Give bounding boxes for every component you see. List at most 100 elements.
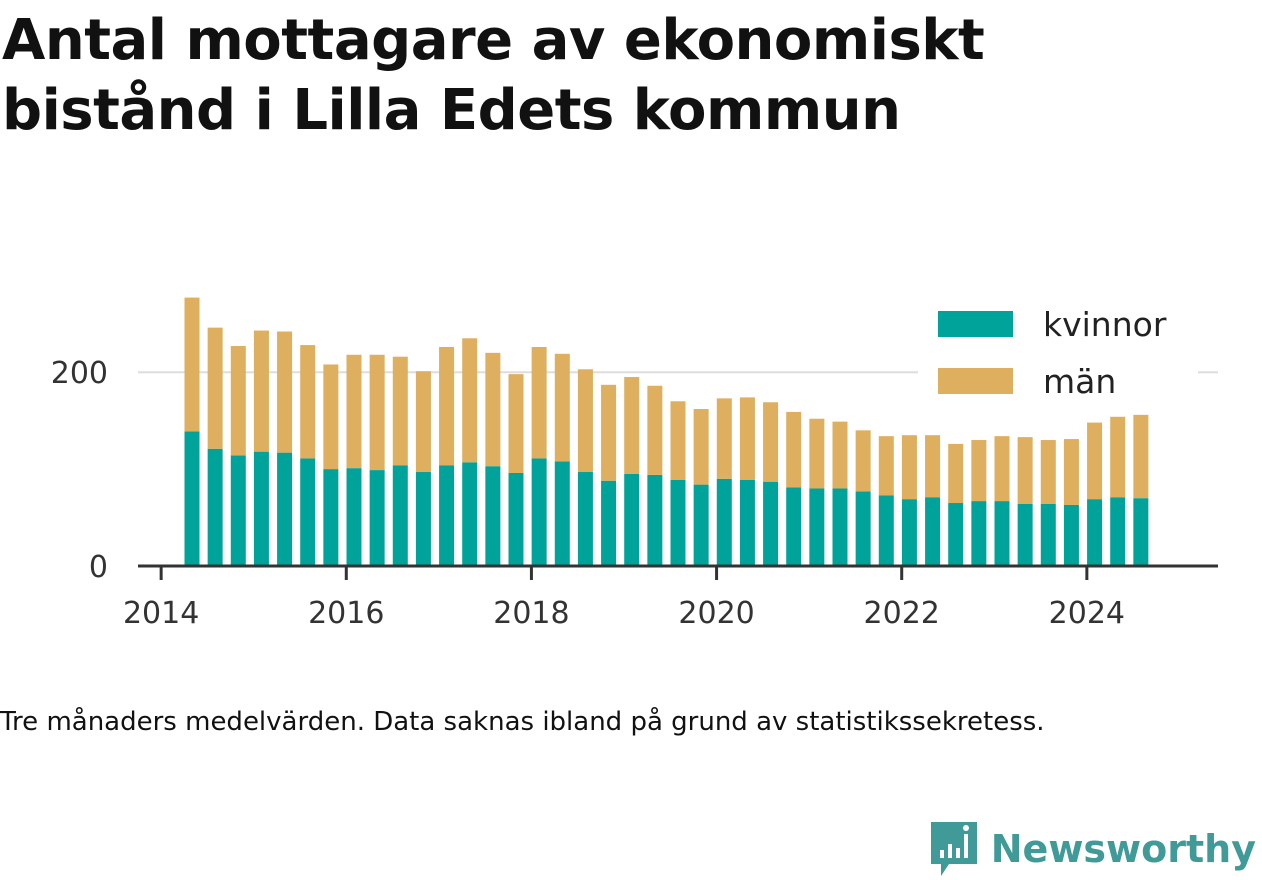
bar-kvinnor-2014-05 — [184, 431, 200, 566]
bar-man-2024-05 — [1110, 416, 1126, 498]
bars — [184, 297, 1149, 566]
bar-man-2022-05 — [925, 435, 941, 498]
bar-man-2014-11 — [230, 346, 246, 456]
bar-kvinnor-2019-02 — [624, 473, 640, 566]
bar-man-2022-02 — [901, 435, 917, 500]
bar-kvinnor-2016-08 — [392, 465, 408, 566]
bar-kvinnor-2023-11 — [1063, 504, 1079, 566]
x-tick-label: 2018 — [493, 596, 569, 631]
bar-kvinnor-2015-02 — [253, 451, 269, 566]
bar-man-2019-08 — [670, 401, 686, 480]
legend-label: män — [1043, 362, 1116, 401]
bar-kvinnor-2019-11 — [693, 484, 709, 566]
stacked-bar-chart: 0 200 2014 2016 2018 2020 2022 2024 kvinnor män — [51, 296, 1218, 631]
bar-kvinnor-2021-08 — [855, 491, 871, 566]
bar-kvinnor-2022-08 — [948, 503, 964, 566]
bar-man-2015-05 — [277, 331, 293, 453]
bar-man-2021-02 — [809, 418, 825, 489]
bar-man-2021-11 — [878, 436, 894, 496]
bar-kvinnor-2020-05 — [739, 479, 755, 566]
y-tick-label: 200 — [51, 356, 108, 391]
bar-kvinnor-2021-05 — [832, 488, 848, 566]
bar-man-2024-08 — [1133, 414, 1149, 499]
brand-name: Newsworthy — [990, 827, 1256, 871]
chart-title: Antal mottagare av ekonomiskt bistånd i … — [2, 8, 985, 143]
legend-swatch — [938, 311, 1013, 337]
bar-man-2020-05 — [739, 397, 755, 480]
bar-kvinnor-2017-08 — [485, 466, 501, 566]
bar-man-2024-02 — [1087, 422, 1103, 500]
bar-man-2018-05 — [554, 353, 570, 462]
legend-swatch — [938, 368, 1013, 394]
bar-kvinnor-2017-05 — [462, 462, 478, 566]
bar-kvinnor-2014-11 — [230, 455, 246, 566]
bar-man-2023-08 — [1040, 440, 1056, 504]
bar-kvinnor-2019-05 — [647, 474, 663, 566]
bar-kvinnor-2024-02 — [1087, 499, 1103, 566]
x-tick-label: 2024 — [1049, 596, 1125, 631]
bar-kvinnor-2018-02 — [531, 458, 547, 566]
bar-kvinnor-2016-05 — [369, 470, 385, 566]
bar-kvinnor-2017-11 — [508, 472, 524, 566]
bar-kvinnor-2022-05 — [925, 497, 941, 566]
bar-kvinnor-2018-11 — [601, 480, 617, 566]
bar-man-2016-02 — [346, 354, 362, 469]
bar-kvinnor-2018-08 — [577, 472, 593, 566]
bar-kvinnor-2016-02 — [346, 468, 362, 566]
bar-kvinnor-2021-02 — [809, 488, 825, 566]
bar-kvinnor-2020-02 — [716, 478, 732, 566]
bar-man-2020-11 — [786, 411, 802, 488]
bar-man-2014-08 — [207, 327, 223, 449]
bar-man-2016-08 — [392, 356, 408, 466]
y-tick-label: 0 — [89, 550, 108, 585]
bar-kvinnor-2023-08 — [1040, 503, 1056, 566]
x-tick-label: 2020 — [678, 596, 754, 631]
bar-man-2015-08 — [300, 345, 316, 459]
bar-kvinnor-2024-08 — [1133, 498, 1149, 566]
bar-kvinnor-2024-05 — [1110, 497, 1126, 566]
bar-man-2018-02 — [531, 347, 547, 459]
bar-man-2015-02 — [253, 330, 269, 452]
bar-man-2017-05 — [462, 338, 478, 463]
chart-footnote: Tre månaders medelvärden. Data saknas ib… — [0, 707, 1045, 737]
x-tick-label: 2022 — [864, 596, 940, 631]
bar-man-2021-05 — [832, 421, 848, 489]
bar-kvinnor-2023-02 — [994, 501, 1010, 566]
x-tick-label: 2016 — [308, 596, 384, 631]
bar-man-2019-02 — [624, 377, 640, 474]
x-tick-label: 2014 — [123, 596, 199, 631]
bar-kvinnor-2015-11 — [323, 469, 339, 566]
axes: 0 200 2014 2016 2018 2020 2022 2024 — [51, 356, 1218, 631]
bar-man-2022-11 — [971, 440, 987, 502]
bar-kvinnor-2015-05 — [277, 452, 293, 566]
bar-kvinnor-2022-11 — [971, 501, 987, 566]
bar-kvinnor-2018-05 — [554, 461, 570, 566]
bar-kvinnor-2023-05 — [1017, 503, 1033, 566]
bar-man-2020-08 — [763, 402, 779, 482]
bar-man-2016-05 — [369, 354, 385, 471]
bar-man-2022-08 — [948, 443, 964, 504]
bar-man-2014-05 — [184, 297, 200, 432]
bar-man-2023-05 — [1017, 437, 1033, 504]
bar-kvinnor-2021-11 — [878, 495, 894, 566]
bar-man-2019-05 — [647, 385, 663, 475]
bar-kvinnor-2019-08 — [670, 479, 686, 566]
bar-kvinnor-2017-02 — [439, 465, 455, 566]
bar-man-2019-11 — [693, 409, 709, 485]
legend-label: kvinnor — [1043, 305, 1167, 344]
legend: kvinnor män — [918, 296, 1198, 412]
bar-man-2017-08 — [485, 352, 501, 467]
bar-man-2017-11 — [508, 374, 524, 473]
bar-man-2020-02 — [716, 398, 732, 479]
newsworthy-logo-icon — [930, 822, 977, 876]
bar-kvinnor-2016-11 — [415, 472, 431, 566]
bar-man-2017-02 — [439, 347, 455, 466]
bar-kvinnor-2022-02 — [901, 499, 917, 566]
bar-man-2023-11 — [1063, 439, 1079, 505]
bar-man-2021-08 — [855, 430, 871, 492]
bar-man-2015-11 — [323, 364, 339, 470]
bar-man-2018-11 — [601, 384, 617, 481]
brand-logo: Newsworthy — [929, 818, 1256, 880]
bar-kvinnor-2015-08 — [300, 458, 316, 566]
bar-kvinnor-2020-08 — [763, 481, 779, 566]
